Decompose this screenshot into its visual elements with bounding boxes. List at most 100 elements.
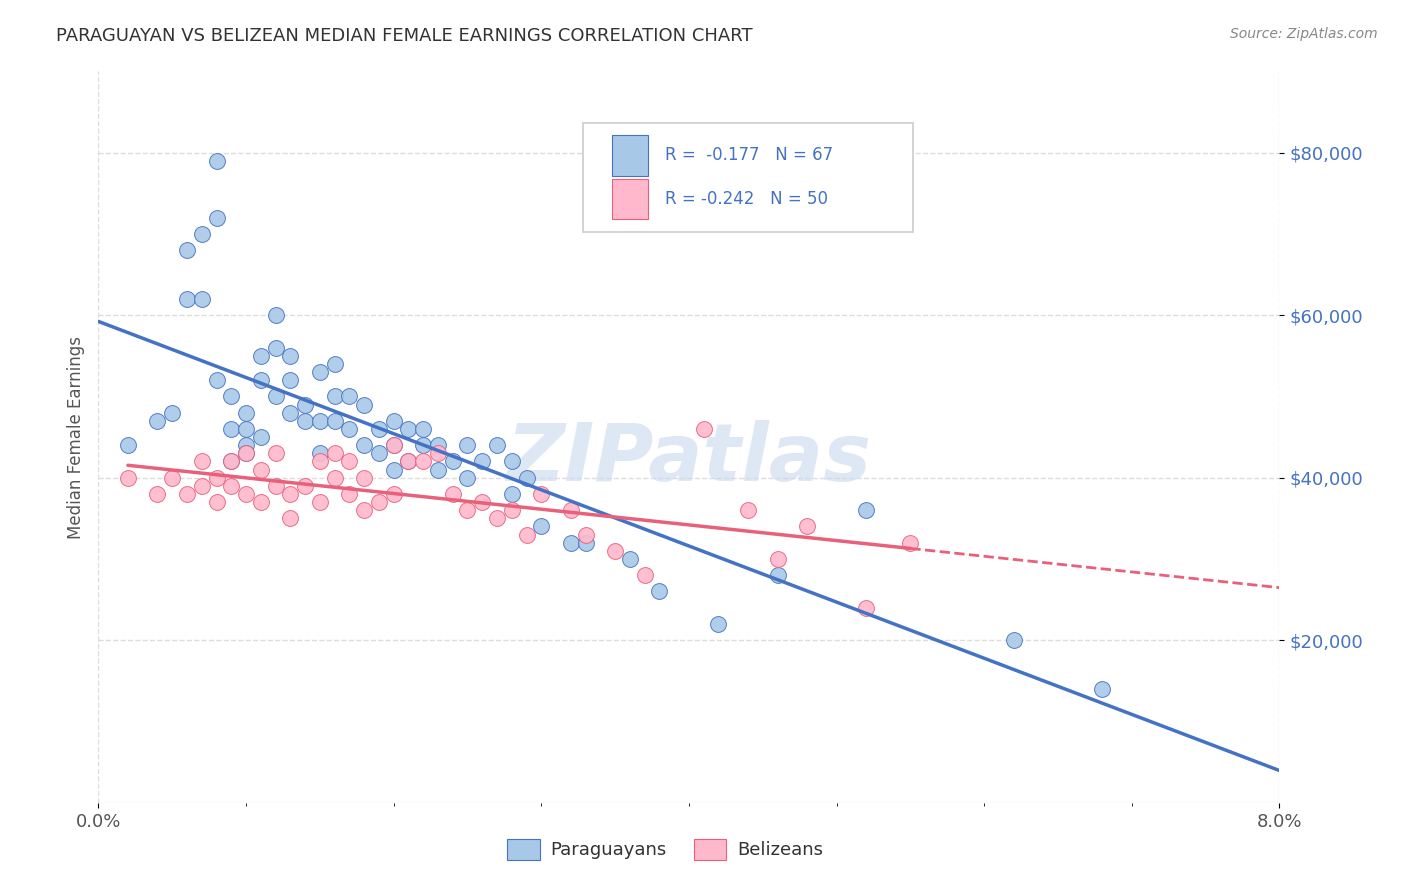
Point	[176, 243, 198, 257]
Point	[280, 406, 302, 420]
Point	[441, 454, 464, 468]
Point	[205, 373, 228, 387]
FancyBboxPatch shape	[612, 136, 648, 176]
Point	[294, 414, 316, 428]
Text: PARAGUAYAN VS BELIZEAN MEDIAN FEMALE EARNINGS CORRELATION CHART: PARAGUAYAN VS BELIZEAN MEDIAN FEMALE EAR…	[56, 27, 752, 45]
Point	[235, 487, 257, 501]
Point	[323, 389, 346, 403]
Point	[280, 487, 302, 501]
Point	[323, 471, 346, 485]
Point	[398, 454, 420, 468]
Point	[250, 373, 273, 387]
Point	[412, 454, 434, 468]
Point	[1091, 681, 1114, 696]
Point	[382, 438, 405, 452]
Point	[530, 519, 553, 533]
Point	[427, 446, 450, 460]
FancyBboxPatch shape	[612, 179, 648, 219]
Point	[294, 479, 316, 493]
Point	[309, 495, 332, 509]
Point	[368, 446, 391, 460]
Point	[221, 389, 243, 403]
Point	[309, 454, 332, 468]
Point	[619, 552, 641, 566]
Y-axis label: Median Female Earnings: Median Female Earnings	[66, 335, 84, 539]
Point	[353, 503, 375, 517]
Point	[457, 503, 479, 517]
Point	[501, 487, 523, 501]
Point	[766, 568, 789, 582]
Point	[323, 414, 346, 428]
Point	[235, 438, 257, 452]
Point	[250, 430, 273, 444]
Point	[205, 495, 228, 509]
Point	[560, 535, 582, 549]
Point	[191, 454, 214, 468]
Point	[117, 471, 139, 485]
Point	[766, 552, 789, 566]
Point	[162, 471, 183, 485]
Point	[280, 511, 302, 525]
Point	[382, 414, 405, 428]
Point	[516, 471, 538, 485]
Point	[471, 454, 494, 468]
Point	[323, 357, 346, 371]
Point	[486, 438, 509, 452]
Point	[486, 511, 509, 525]
Point	[501, 454, 523, 468]
Point	[501, 503, 523, 517]
Point	[162, 406, 183, 420]
Point	[398, 422, 420, 436]
Point	[280, 373, 302, 387]
Point	[353, 398, 375, 412]
Point	[264, 308, 287, 322]
Point	[412, 438, 434, 452]
Point	[339, 454, 361, 468]
Point	[309, 365, 332, 379]
Point	[235, 422, 257, 436]
Point	[250, 495, 273, 509]
Point	[264, 389, 287, 403]
Point	[221, 422, 243, 436]
Point	[707, 617, 730, 632]
Point	[221, 454, 243, 468]
Point	[323, 446, 346, 460]
Point	[235, 406, 257, 420]
Point	[900, 535, 922, 549]
Point	[796, 519, 818, 533]
Point	[457, 438, 479, 452]
Point	[382, 487, 405, 501]
FancyBboxPatch shape	[582, 122, 914, 232]
Point	[441, 487, 464, 501]
Point	[855, 600, 877, 615]
Point	[427, 462, 450, 476]
Point	[605, 544, 627, 558]
Point	[530, 487, 553, 501]
Point	[368, 495, 391, 509]
Point	[250, 462, 273, 476]
Point	[575, 527, 598, 541]
Point	[117, 438, 139, 452]
Point	[339, 389, 361, 403]
Point	[264, 341, 287, 355]
Point	[146, 487, 169, 501]
Point	[191, 292, 214, 306]
Point	[737, 503, 759, 517]
Point	[309, 414, 332, 428]
Point	[205, 153, 228, 168]
Point	[176, 487, 198, 501]
Point	[382, 438, 405, 452]
Point	[264, 446, 287, 460]
Point	[471, 495, 494, 509]
Point	[368, 422, 391, 436]
Point	[516, 527, 538, 541]
Point	[855, 503, 877, 517]
Text: ZIPatlas: ZIPatlas	[506, 420, 872, 498]
Point	[146, 414, 169, 428]
Point	[412, 422, 434, 436]
Point	[235, 446, 257, 460]
Point	[221, 479, 243, 493]
Point	[205, 471, 228, 485]
Point	[235, 446, 257, 460]
Text: Source: ZipAtlas.com: Source: ZipAtlas.com	[1230, 27, 1378, 41]
